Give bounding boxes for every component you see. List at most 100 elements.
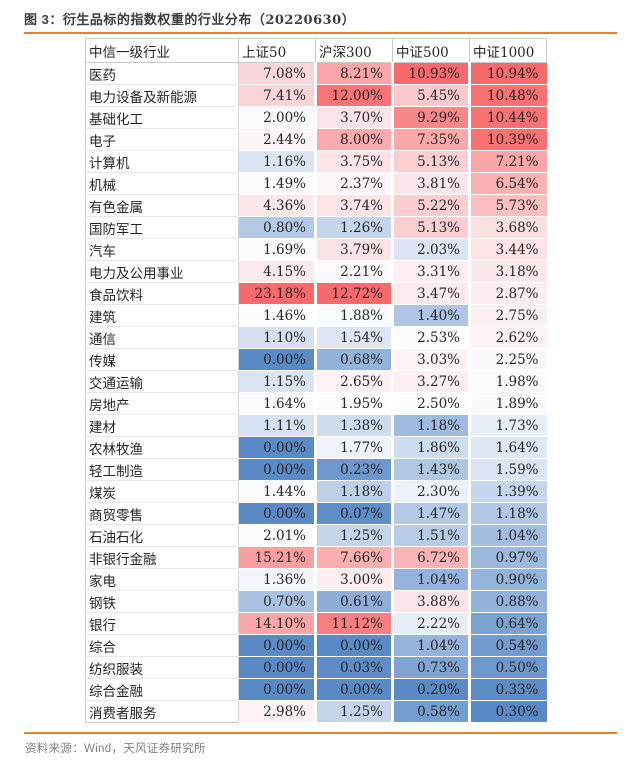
- weight-cell: 2.37%: [314, 172, 393, 195]
- weight-cell: 0.07%: [314, 502, 393, 525]
- industry-cell: 食品饮料: [85, 282, 239, 305]
- weight-cell: 1.69%: [238, 238, 316, 261]
- weight-cell: 0.23%: [314, 458, 393, 481]
- weight-cell: 1.38%: [314, 414, 393, 437]
- weight-cell: 1.54%: [314, 326, 393, 349]
- weight-cell: 2.25%: [468, 348, 547, 371]
- table-row: 石油石化 2.01% 1.25% 1.51% 1.04%: [85, 524, 547, 547]
- table-row: 计算机 1.16% 3.75% 5.13% 7.21%: [85, 150, 547, 173]
- industry-cell: 电力及公用事业: [85, 260, 239, 283]
- table-row: 食品饮料 23.18% 12.72% 3.47% 2.87%: [85, 282, 547, 305]
- table-row: 综合金融 0.00% 0.00% 0.20% 0.33%: [85, 678, 547, 701]
- industry-cell: 房地产: [85, 392, 239, 415]
- industry-cell: 有色金属: [85, 194, 239, 217]
- weight-cell: 1.16%: [238, 150, 316, 173]
- weight-cell: 0.90%: [468, 568, 547, 591]
- weight-cell: 0.33%: [468, 678, 547, 701]
- industry-cell: 商贸零售: [85, 502, 239, 525]
- weight-cell: 0.54%: [468, 634, 547, 657]
- header-row: 中信一级行业 上证50 沪深300 中证500 中证1000: [85, 38, 547, 63]
- table-row: 综合 0.00% 0.00% 1.04% 0.54%: [85, 634, 547, 657]
- weight-cell: 0.00%: [314, 634, 393, 657]
- weight-cell: 9.29%: [391, 106, 470, 129]
- weight-cell: 10.39%: [468, 128, 547, 151]
- industry-cell: 通信: [85, 326, 239, 349]
- industry-cell: 机械: [85, 172, 239, 195]
- weight-cell: 6.72%: [391, 546, 470, 569]
- weight-cell: 0.00%: [314, 678, 393, 701]
- weight-cell: 7.21%: [468, 150, 547, 173]
- weight-cell: 1.15%: [238, 370, 316, 393]
- weight-cell: 7.08%: [238, 62, 316, 85]
- weight-cell: 3.70%: [314, 106, 393, 129]
- weight-cell: 5.13%: [391, 150, 470, 173]
- weight-cell: 6.54%: [468, 172, 547, 195]
- table-row: 非银行金融 15.21% 7.66% 6.72% 0.97%: [85, 546, 547, 569]
- industry-cell: 家电: [85, 568, 239, 591]
- industry-cell: 非银行金融: [85, 546, 239, 569]
- table-row: 银行 14.10% 11.12% 2.22% 0.64%: [85, 612, 547, 635]
- weight-cell: 1.39%: [468, 480, 547, 503]
- weight-cell: 0.73%: [391, 656, 470, 679]
- figure-title-date: 20220630: [265, 13, 342, 28]
- weight-cell: 7.35%: [391, 128, 470, 151]
- table-row: 家电 1.36% 3.00% 1.04% 0.90%: [85, 568, 547, 591]
- accent-rule-top: [24, 32, 617, 34]
- weight-cell: 1.77%: [314, 436, 393, 459]
- industry-cell: 计算机: [85, 150, 239, 173]
- weight-cell: 0.61%: [314, 590, 393, 613]
- figure-title: 图 3：衍生品标的指数权重的行业分布（20220630）: [24, 9, 355, 28]
- weight-cell: 8.00%: [314, 128, 393, 151]
- header-cell-index: 上证50: [238, 38, 316, 63]
- weight-cell: 10.44%: [468, 106, 547, 129]
- weight-cell: 7.66%: [314, 546, 393, 569]
- weight-cell: 0.97%: [468, 546, 547, 569]
- weight-cell: 1.04%: [391, 568, 470, 591]
- weight-cell: 2.62%: [468, 326, 547, 349]
- weight-cell: 5.22%: [391, 194, 470, 217]
- weight-cell: 0.03%: [314, 656, 393, 679]
- weight-cell: 0.58%: [391, 700, 470, 723]
- industry-cell: 电力设备及新能源: [85, 84, 239, 107]
- weight-cell: 2.01%: [238, 524, 316, 547]
- table-row: 机械 1.49% 2.37% 3.81% 6.54%: [85, 172, 547, 195]
- table-row: 电力及公用事业 4.15% 2.21% 3.31% 3.18%: [85, 260, 547, 283]
- weight-cell: 8.21%: [314, 62, 393, 85]
- weight-cell: 2.03%: [391, 238, 470, 261]
- weight-cell: 1.18%: [391, 414, 470, 437]
- weight-cell: 1.98%: [468, 370, 547, 393]
- weight-cell: 2.21%: [314, 260, 393, 283]
- table-row: 医药 7.08% 8.21% 10.93% 10.94%: [85, 62, 547, 85]
- weight-cell: 1.95%: [314, 392, 393, 415]
- table-row: 钢铁 0.70% 0.61% 3.88% 0.88%: [85, 590, 547, 613]
- weight-cell: 3.03%: [391, 348, 470, 371]
- weight-cell: 2.65%: [314, 370, 393, 393]
- industry-cell: 国防军工: [85, 216, 239, 239]
- table-header: 中信一级行业 上证50 沪深300 中证500 中证1000: [85, 38, 547, 63]
- table-row: 农林牧渔 0.00% 1.77% 1.86% 1.64%: [85, 436, 547, 459]
- industry-cell: 传媒: [85, 348, 239, 371]
- weight-cell: 0.00%: [238, 502, 316, 525]
- table-row: 通信 1.10% 1.54% 2.53% 2.62%: [85, 326, 547, 349]
- weight-cell: 1.64%: [468, 436, 547, 459]
- weight-cell: 1.44%: [238, 480, 316, 503]
- weight-cell: 1.51%: [391, 524, 470, 547]
- industry-cell: 基础化工: [85, 106, 239, 129]
- weight-cell: 3.74%: [314, 194, 393, 217]
- weight-cell: 1.26%: [314, 216, 393, 239]
- industry-cell: 交通运输: [85, 370, 239, 393]
- industry-weight-table: 中信一级行业 上证50 沪深300 中证500 中证1000 医药 7.08% 8.21% 1…: [85, 38, 547, 723]
- header-cell-index: 中证1000: [469, 38, 547, 63]
- source-note: 资料来源：Wind，天风证券研究所: [25, 743, 206, 755]
- industry-cell: 汽车: [85, 238, 239, 261]
- industry-cell: 医药: [85, 62, 239, 85]
- table-row: 汽车 1.69% 3.79% 2.03% 3.44%: [85, 238, 547, 261]
- weight-cell: 0.00%: [238, 348, 316, 371]
- weight-cell: 1.18%: [314, 480, 393, 503]
- weight-cell: 3.88%: [391, 590, 470, 613]
- weight-cell: 3.81%: [391, 172, 470, 195]
- weight-cell: 7.41%: [238, 84, 316, 107]
- weight-cell: 1.18%: [468, 502, 547, 525]
- table-row: 基础化工 2.00% 3.70% 9.29% 10.44%: [85, 106, 547, 129]
